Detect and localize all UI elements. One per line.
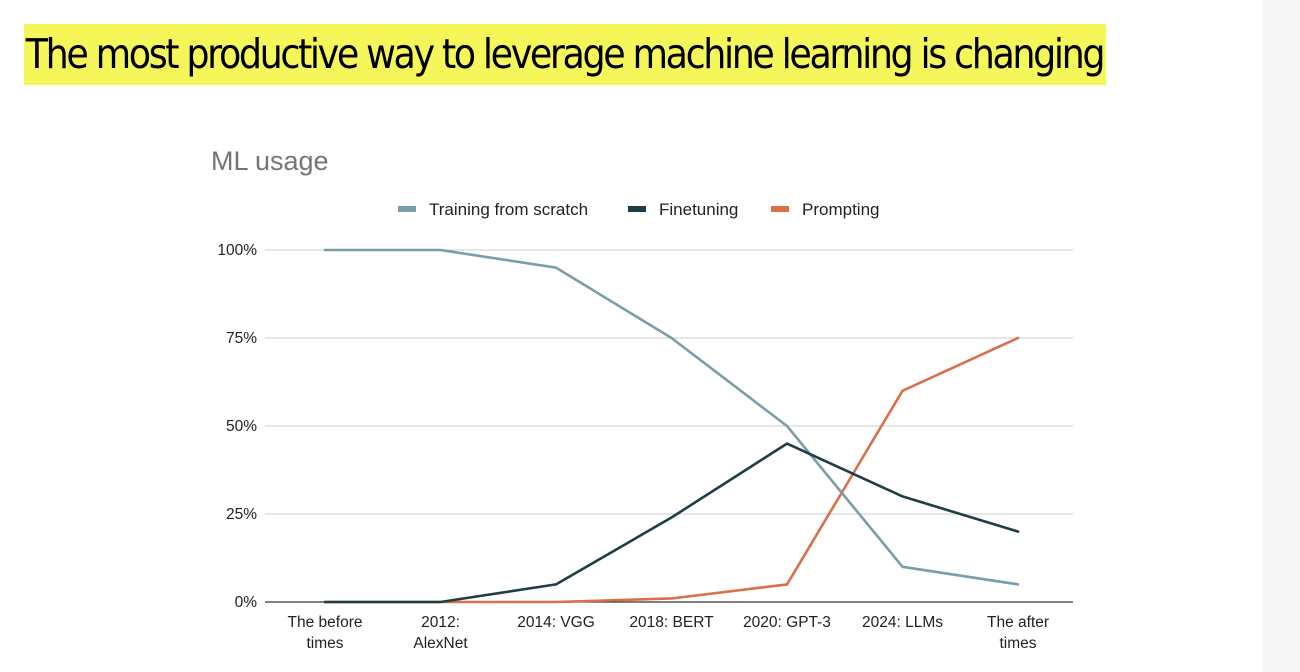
legend-label-prompting: Prompting: [802, 200, 879, 219]
y-tick-label: 50%: [226, 418, 257, 435]
x-tick-label: 2014: VGG: [517, 614, 595, 631]
slide-headline: The most productive way to leverage mach…: [24, 24, 1107, 85]
legend-swatch-training-from-scratch: [398, 206, 416, 212]
series-line-finetuning: [323, 442, 1020, 604]
x-tick-label: 2020: GPT-3: [743, 614, 831, 631]
series-line-prompting: [323, 336, 1020, 604]
side-strip: [1262, 0, 1300, 672]
series-line-training-from-scratch: [323, 248, 1020, 586]
legend: Training from scratch Finetuning Prompting: [398, 200, 879, 219]
x-tick-label: 2012: AlexNet: [413, 614, 468, 652]
x-tick-label: The after times: [987, 614, 1049, 652]
y-axis: 0% 25% 50% 75% 100%: [217, 242, 257, 611]
y-tick-label: 75%: [226, 330, 257, 347]
y-tick-label: 100%: [217, 242, 257, 259]
grid: [265, 249, 1073, 603]
y-tick-label: 25%: [226, 506, 257, 523]
legend-label-finetuning: Finetuning: [659, 200, 738, 219]
x-axis: The before times 2012: AlexNet 2014: VGG 2018…: [288, 614, 1050, 652]
series-lines: [323, 248, 1020, 604]
y-tick-label: 0%: [235, 594, 258, 611]
x-tick-label: The before times: [288, 614, 363, 652]
x-tick-label: 2018: BERT: [629, 614, 714, 631]
legend-swatch-prompting: [771, 206, 789, 212]
legend-label-training-from-scratch: Training from scratch: [429, 200, 588, 219]
chart-title: ML usage: [211, 146, 329, 176]
legend-swatch-finetuning: [628, 206, 646, 212]
x-tick-label: 2024: LLMs: [862, 614, 943, 631]
